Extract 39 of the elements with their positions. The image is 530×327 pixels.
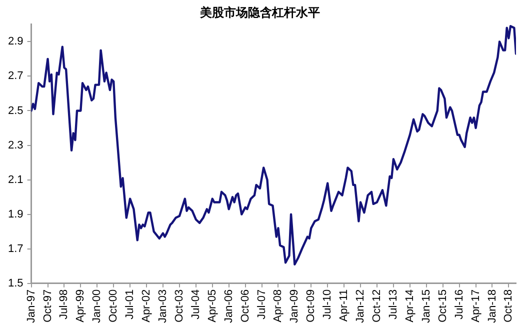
x-tick-label: Jan-12 bbox=[354, 289, 367, 324]
x-tick-label: Jul-10 bbox=[322, 289, 334, 320]
x-tick-label: Jan-09 bbox=[288, 289, 301, 324]
x-tick-label: Oct-15 bbox=[436, 289, 449, 322]
x-tick-label: Oct-12 bbox=[371, 289, 384, 322]
x-tick-label: Jan-06 bbox=[222, 289, 235, 324]
x-tick-label: Jul-07 bbox=[256, 289, 268, 320]
x-tick-label: Jan-00 bbox=[91, 289, 104, 324]
y-tick-label: 2.5 bbox=[8, 104, 24, 117]
x-tick-label: Oct-03 bbox=[173, 289, 186, 322]
x-tick-label: Apr-14 bbox=[404, 289, 416, 322]
y-tick-label: 1.5 bbox=[8, 277, 24, 290]
x-tick-label: Jul-04 bbox=[190, 289, 202, 320]
x-tick-label: Jan-15 bbox=[420, 289, 432, 324]
y-tick-label: 2.1 bbox=[8, 174, 24, 186]
y-tick-label: 2.9 bbox=[8, 36, 24, 48]
x-tick-label: Apr-02 bbox=[140, 289, 153, 322]
y-tick-label: 2.3 bbox=[8, 139, 24, 152]
x-tick-label: Apr-08 bbox=[272, 289, 284, 322]
x-tick-label: Oct-18 bbox=[502, 289, 515, 322]
y-tick-label: 1.7 bbox=[8, 242, 24, 255]
x-tick-label: Apr-99 bbox=[74, 289, 87, 322]
y-tick-label: 2.7 bbox=[8, 70, 24, 82]
x-tick-label: Apr-17 bbox=[470, 289, 482, 322]
x-tick-label: Oct-09 bbox=[305, 289, 318, 322]
x-tick-label: Jul-98 bbox=[58, 289, 70, 320]
x-tick-label: Jan-18 bbox=[486, 289, 498, 324]
x-tick-label: Apr-05 bbox=[206, 289, 218, 322]
x-tick-label: Jul-01 bbox=[124, 289, 136, 320]
x-tick-label: Jan-97 bbox=[25, 289, 38, 324]
chart-title: 美股市场隐含杠杆水平 bbox=[199, 5, 320, 20]
x-tick-label: Oct-97 bbox=[42, 289, 54, 322]
x-tick-label: Apr-11 bbox=[338, 289, 350, 322]
x-tick-label: Oct-06 bbox=[239, 289, 252, 322]
x-tick-label: Jul-16 bbox=[453, 289, 466, 320]
y-tick-label: 1.9 bbox=[8, 208, 24, 220]
x-tick-label: Jul-13 bbox=[387, 289, 400, 320]
x-tick-label: Jan-03 bbox=[157, 289, 170, 324]
x-tick-label: Oct-00 bbox=[108, 289, 120, 322]
